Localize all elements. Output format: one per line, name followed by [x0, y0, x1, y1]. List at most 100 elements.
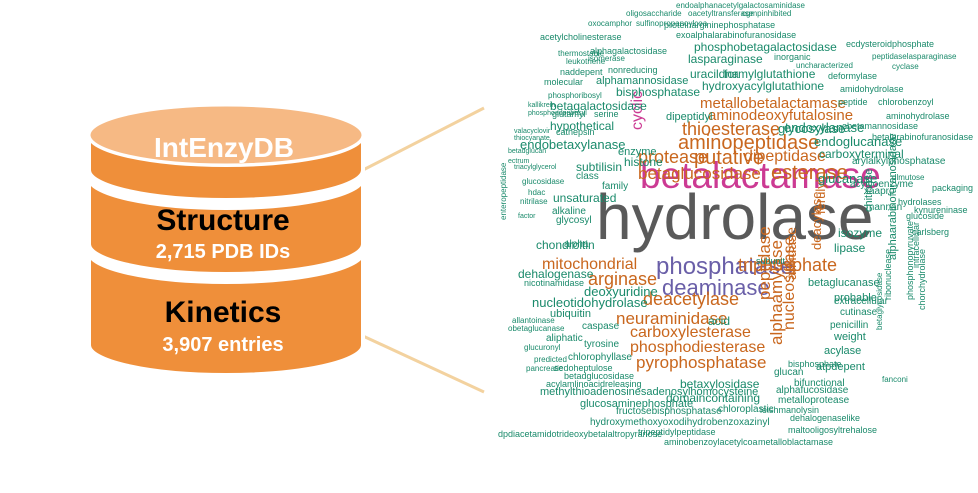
cloud-word: metalloblactamase — [758, 437, 834, 447]
cloud-word: betaglucanase — [808, 277, 880, 289]
cloud-word: protease — [638, 147, 709, 167]
cloud-word: deaminase — [662, 275, 770, 300]
cloud-word: proteinargininephosphatase — [664, 20, 776, 30]
enzyme-word-cloud: hydrolase betalactamase phosphatase deamina… — [488, 0, 978, 493]
cloud-word: acylamlinoacidreleasing — [546, 379, 642, 389]
cloud-word: glycosyl — [556, 215, 592, 226]
cloud-word: thioesterase — [682, 119, 781, 139]
cloud-word: formylglutathione — [724, 67, 816, 81]
cloud-word: domaincontaining — [666, 391, 761, 405]
cloud-word: hypothetical — [550, 119, 615, 133]
cloud-word: uracildna — [690, 67, 739, 81]
cloud-word: carboxylesterase — [630, 324, 751, 341]
cloud-word: alphamannosidase — [596, 75, 689, 87]
cloud-word: phosphodiesterase — [630, 339, 766, 356]
cloud-word: class — [576, 171, 599, 182]
cloud-word: glucan — [774, 367, 804, 378]
cloud-word: glucosaminephosphate — [580, 398, 694, 410]
cloud-word: carboxyterminal — [819, 147, 904, 161]
cloud-word: obetamannosidase — [842, 121, 919, 131]
cloud-word: alkaline — [552, 206, 586, 217]
cloud-word: subtilisin — [576, 160, 623, 174]
cloud-word: hydroxymethoxyoxodihydrobenzoxazinyl — [590, 417, 770, 428]
kinetics-disk — [87, 251, 365, 377]
cloud-word: ecdysteroidphosphate — [846, 39, 935, 49]
cloud-word: inorganic — [774, 52, 811, 62]
cloud-word: bifunctional — [794, 378, 845, 389]
cloud-word: aminopeptidase — [678, 132, 820, 154]
cloud-word: glutamyl — [552, 109, 586, 119]
connector-line-top — [362, 106, 485, 172]
kinetics-count: 3,907 entries — [162, 334, 283, 356]
cloud-word: glucoside — [906, 211, 945, 221]
cloud-word: cutinase — [840, 307, 878, 318]
cloud-word: exoalphalarabinofuranosidase — [676, 30, 797, 40]
cloud-word: acylase — [824, 345, 862, 357]
cloud-word: betalactamase — [640, 155, 881, 196]
cloud-word: aliphatic — [546, 333, 583, 344]
cloud-word: betalarabinofuranosidase — [872, 132, 974, 142]
cloud-word: oxocamphor — [588, 19, 633, 28]
cloud-word: family — [602, 181, 629, 192]
cloud-word: peptidaselasparaginase — [872, 52, 957, 61]
cloud-word: cgmpinhibited — [742, 9, 792, 18]
cloud-word: triacylglycerol — [514, 164, 557, 171]
cloud-word: dehalogenaselike — [790, 413, 861, 423]
database-cylinder — [87, 103, 365, 377]
database-diagram: IntEnzyDB Structure 2,715 PDB IDs Kineti… — [87, 103, 485, 394]
cloud-word: dipeptidyl — [666, 111, 713, 123]
cloud-word: fructosebisphosphatase — [616, 406, 722, 417]
cloud-word: chondroitin — [536, 238, 595, 252]
cloud-word: amidohydrolase — [840, 84, 904, 94]
cloud-word: oligosaccharide — [626, 9, 682, 18]
cloud-word: leukotriene — [566, 57, 606, 66]
cloud-word: pyrophosphatase — [636, 353, 767, 372]
kinetics-title: Kinetics — [165, 296, 282, 329]
cloud-word: histone — [624, 155, 663, 169]
cloud-word: endobetaxylanase — [520, 137, 626, 152]
cloud-word: cathepsin — [556, 127, 595, 137]
cloud-word: mannan — [866, 202, 903, 213]
structure-count: 2,715 PDB IDs — [156, 241, 291, 263]
cloud-word: cyclase — [892, 62, 919, 71]
cloud-word: esterase — [771, 162, 848, 184]
cloud-word: serine — [594, 109, 619, 119]
cloud-word: glucanase — [818, 171, 878, 186]
cloud-word: glucosidase — [522, 177, 565, 186]
cloud-word: hydrolases — [898, 197, 942, 207]
cloud-word: unsaturated — [553, 191, 617, 205]
cloud-word: oacetyltransferase — [688, 9, 754, 18]
cloud-word: allantoinase — [512, 316, 555, 325]
cloud-word: dpdiacetamidotrideoxybetalaltropyranose — [498, 429, 663, 439]
cloud-word: phosphoribosyl — [548, 91, 602, 100]
cloud-word: mitochondrial — [542, 256, 638, 273]
cloud-word: enzyme — [618, 146, 657, 158]
cloud-word: deformylase — [828, 71, 878, 81]
cloud-word: sedoheptulose — [554, 363, 613, 373]
cloud-word: aminobenzoylacetylcoa — [664, 437, 758, 447]
structure-title: Structure — [156, 204, 289, 237]
cloud-word: endoglucanase — [814, 134, 903, 149]
cloud-word: maltooligosyltrehalose — [788, 425, 878, 435]
cloud-word: phosphobetagalactosidase — [694, 40, 837, 54]
cloud-word: metallobetalactamase — [700, 95, 846, 112]
cloud-word: predicted — [534, 355, 567, 364]
cloud-word: intracellular — [911, 221, 921, 268]
cloud-word: betadglucosidase — [564, 371, 635, 381]
cloud-word: nicotinamidase — [524, 278, 585, 288]
cylinder-top — [87, 103, 365, 167]
cloud-word: molecular — [544, 77, 584, 87]
cloud-word: methylthioadenosinesadenosylhomocysteine — [540, 386, 759, 398]
cloud-word: triphosphate — [738, 255, 838, 275]
structure-disk — [87, 177, 365, 276]
cloud-word: leishmanolysin — [760, 405, 820, 415]
cloud-word: bisphosphatase — [616, 85, 701, 99]
cloud-word: dipeptidase — [744, 148, 826, 165]
cloud-word: carlsberg — [912, 227, 950, 237]
cloud-word: glycosylase — [778, 121, 846, 136]
cloud-word: uncharacterized — [796, 61, 853, 70]
cloud-word: kynureninase — [914, 205, 968, 215]
cloud-word: thiocyanate — [514, 135, 550, 142]
cloud-word: thermostable — [558, 49, 605, 58]
connector-line-bottom — [362, 334, 485, 394]
